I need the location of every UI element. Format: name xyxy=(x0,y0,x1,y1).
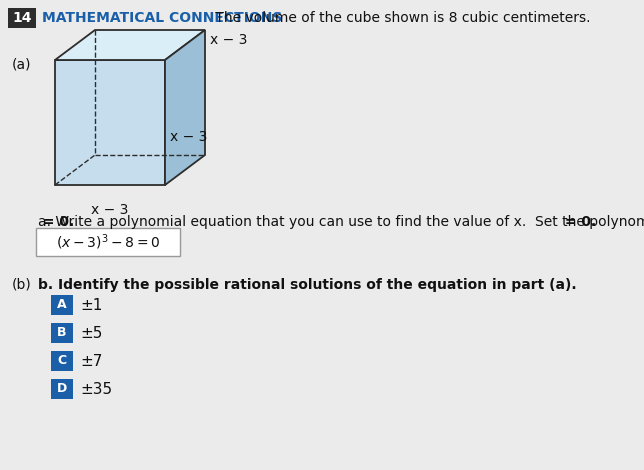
Text: D: D xyxy=(57,383,67,395)
Text: 14: 14 xyxy=(12,11,32,25)
Text: (a): (a) xyxy=(12,58,32,72)
Text: (b): (b) xyxy=(12,278,32,292)
FancyBboxPatch shape xyxy=(8,8,36,28)
Polygon shape xyxy=(165,30,205,185)
Text: B: B xyxy=(57,327,67,339)
FancyBboxPatch shape xyxy=(36,228,180,256)
Text: ±1: ±1 xyxy=(80,298,102,313)
Text: a. Write a polynomial equation that you can use to find the value of x.  Set the: a. Write a polynomial equation that you … xyxy=(38,215,644,229)
FancyBboxPatch shape xyxy=(51,379,73,399)
Text: x − 3: x − 3 xyxy=(170,130,207,144)
Text: A: A xyxy=(57,298,67,312)
Text: ±7: ±7 xyxy=(80,353,102,368)
FancyBboxPatch shape xyxy=(51,351,73,371)
Text: x − 3: x − 3 xyxy=(91,203,129,217)
Text: ±5: ±5 xyxy=(80,326,102,340)
Text: $(x-3)^3-8=0$: $(x-3)^3-8=0$ xyxy=(56,232,160,252)
FancyBboxPatch shape xyxy=(51,323,73,343)
Text: MATHEMATICAL CONNECTIONS: MATHEMATICAL CONNECTIONS xyxy=(42,11,282,25)
Text: = 0.: = 0. xyxy=(560,215,596,229)
FancyBboxPatch shape xyxy=(51,295,73,315)
Text: x − 3: x − 3 xyxy=(210,33,247,47)
Polygon shape xyxy=(55,60,165,185)
Polygon shape xyxy=(55,30,205,60)
Text: C: C xyxy=(57,354,66,368)
Text: b. Identify the possible rational solutions of the equation in part (a).: b. Identify the possible rational soluti… xyxy=(38,278,576,292)
Text: The volume of the cube shown is 8 cubic centimeters.: The volume of the cube shown is 8 cubic … xyxy=(211,11,591,25)
Text: ±35: ±35 xyxy=(80,382,112,397)
Text: = 0.: = 0. xyxy=(38,215,74,229)
